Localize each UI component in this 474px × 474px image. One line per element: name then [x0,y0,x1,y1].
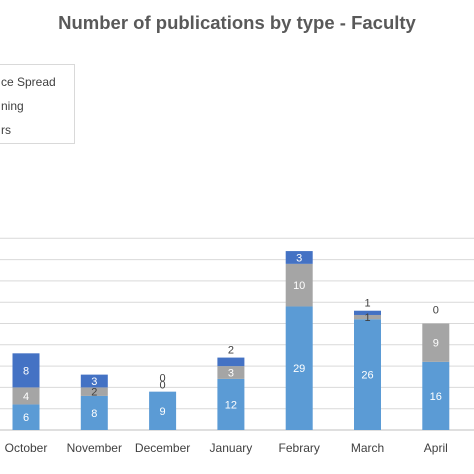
data-label: 12 [225,399,237,411]
x-tick-label: March [351,441,384,455]
data-label: 0 [160,373,166,385]
bar-segment [217,366,245,379]
bar-segment [80,387,108,396]
bar-segment [12,387,40,405]
data-label: 1 [364,298,370,310]
bars [12,251,450,430]
x-tick-label: December [135,441,190,455]
x-tick-label: Febrary [279,441,320,455]
bar-segment [12,353,40,388]
data-label: 1 [364,312,370,324]
bar-segment [217,378,245,430]
data-label: 29 [293,363,305,375]
legend: ce Spread ning rs [0,64,75,144]
legend-label: rs [1,123,11,137]
data-label: 3 [228,367,234,379]
bar-segment [12,404,40,430]
bar-segment [354,319,381,430]
chart-title: Number of publications by type - Faculty [58,12,416,33]
bar-segment [285,251,313,264]
bar-segment [354,314,381,320]
x-tick-label: January [210,441,253,455]
x-axis-ticks: October November December January Febrary Mar… [5,441,448,455]
bar-segment [80,395,108,430]
data-label: 0 [160,380,166,392]
data-label: 2 [91,387,97,399]
data-label: 3 [91,376,97,388]
x-tick-label: November [67,441,122,455]
legend-label: ning [1,99,24,113]
data-label: 0 [433,305,439,317]
bar-segment [285,263,313,307]
bar-segment [422,361,450,430]
bar-segment [354,310,381,315]
x-tick-label: October [5,441,48,455]
data-label: 6 [23,412,29,424]
bar-segment [285,306,313,430]
data-label: 2 [228,345,234,357]
data-label: 9 [160,406,166,418]
data-label: 8 [23,365,29,377]
bar-segment [149,391,177,430]
data-label: 16 [430,391,442,403]
legend-label: ce Spread [1,75,56,89]
data-label: 4 [23,391,29,403]
data-label: 3 [296,252,302,264]
data-label: 26 [361,370,373,382]
data-label: 9 [433,338,439,350]
data-label: 10 [293,280,305,292]
x-tick-label: April [424,441,448,455]
bar-segment [217,357,245,367]
bar-segment [422,323,450,362]
bar-segment [80,374,108,388]
data-label: 8 [91,408,97,420]
